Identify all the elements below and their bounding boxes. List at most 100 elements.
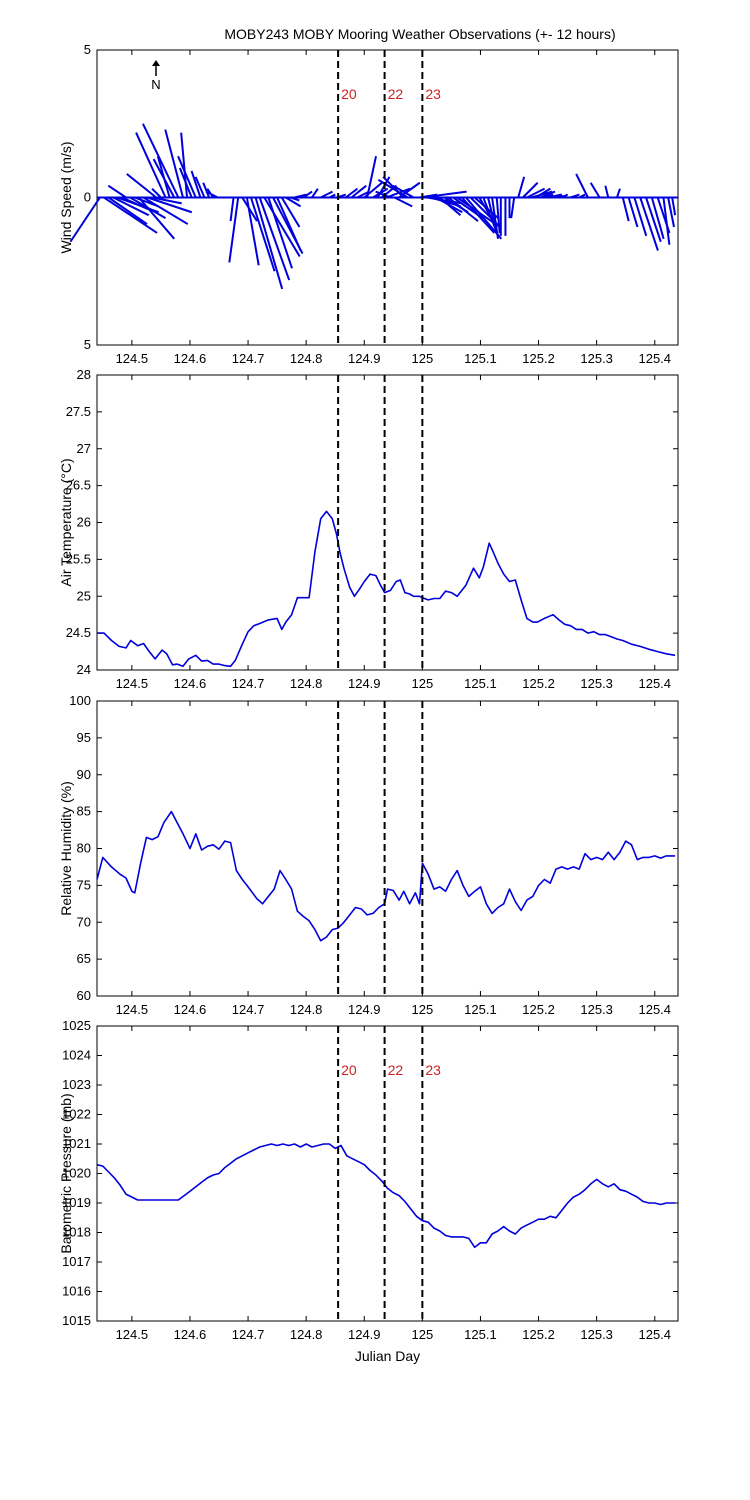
wind-stick <box>366 155 377 198</box>
chart-title: MOBY243 MOBY Mooring Weather Observation… <box>224 26 616 42</box>
north-label: N <box>151 77 160 92</box>
wind-stick <box>263 196 301 258</box>
wind-stick <box>633 197 648 237</box>
y-tick-label: 85 <box>77 804 91 819</box>
wind-stick <box>178 167 193 198</box>
wind-stick <box>280 196 301 228</box>
y-tick-label: 75 <box>77 877 91 892</box>
wind-stick <box>575 173 589 198</box>
wind-stick <box>578 193 586 199</box>
plot-frame <box>96 700 679 997</box>
y-tick-label: 1015 <box>62 1313 91 1328</box>
y-tick-label: 80 <box>77 841 91 856</box>
x-tick-label: 125.1 <box>464 1327 497 1342</box>
marker-label: 20 <box>341 1062 357 1078</box>
x-tick-label: 124.6 <box>174 1327 207 1342</box>
wind-stick <box>356 190 370 199</box>
x-tick-label: 125.4 <box>638 1327 671 1342</box>
y-tick-label: 24 <box>77 662 91 677</box>
x-tick-label: 125.2 <box>522 1327 555 1342</box>
wind-stick <box>589 182 601 199</box>
wind-stick <box>121 196 149 211</box>
y-tick-label: 25.5 <box>66 551 91 566</box>
y-tick-label: 26.5 <box>66 478 91 493</box>
wind-stick <box>164 129 184 198</box>
wind-stick <box>645 197 662 243</box>
y-tick-label: 27 <box>77 441 91 456</box>
wind-stick <box>447 196 479 222</box>
wind-stick <box>276 197 302 252</box>
y-tick-label: 27.5 <box>66 404 91 419</box>
x-tick-label: 124.5 <box>116 1327 149 1342</box>
plot-frame <box>96 374 679 671</box>
wind-stick <box>570 193 580 199</box>
x-tick-label: 125.2 <box>522 676 555 691</box>
wind-stick <box>290 196 300 202</box>
wind-stick <box>151 196 182 205</box>
wind-stick <box>112 196 150 217</box>
y-axis-label: Air Temperature (°C) <box>58 458 74 586</box>
wind-stick <box>177 155 197 198</box>
x-tick-label: 125.3 <box>580 1327 613 1342</box>
wind-stick <box>394 196 413 208</box>
wind-stick <box>392 184 415 199</box>
x-tick-label: 125 <box>412 351 434 366</box>
wind-stick <box>205 190 219 199</box>
x-tick-label: 124.5 <box>116 351 149 366</box>
x-tick-label: 125.3 <box>580 1002 613 1017</box>
y-tick-label: 5 <box>84 42 91 57</box>
x-tick-label: 125.3 <box>580 351 613 366</box>
wind-stick <box>180 132 189 198</box>
north-arrow-icon <box>152 60 160 66</box>
panel-barometric_pressure: 124.5 124.6 124.7 124.8 124.9 125 125.1 125.2 12… <box>58 1018 679 1342</box>
x-tick-label: 124.8 <box>290 676 323 691</box>
x-tick-label: 124.8 <box>290 1327 323 1342</box>
y-axis-label: Wind Speed (m/s) <box>58 141 74 253</box>
marker-label: 23 <box>425 86 441 102</box>
wind-stick <box>535 187 551 199</box>
x-tick-label: 125.1 <box>464 1002 497 1017</box>
y-tick-label: 1018 <box>62 1225 91 1240</box>
x-tick-label: 124.6 <box>174 351 207 366</box>
wind-stick <box>138 196 175 240</box>
wind-stick <box>250 197 276 272</box>
panel-air_temperature: 124.5 124.6 124.7 124.8 124.9 125 125.1 125.2 12… <box>58 367 679 691</box>
wind-stick <box>285 196 302 208</box>
wind-stick <box>662 197 671 245</box>
x-tick-label: 124.8 <box>290 1002 323 1017</box>
y-tick-label: 1021 <box>62 1136 91 1151</box>
wind-stick <box>422 190 467 199</box>
x-tick-label: 125.4 <box>638 351 671 366</box>
x-tick-label: 125 <box>412 1327 434 1342</box>
wind-stick <box>311 188 319 199</box>
wind-stick <box>258 197 291 281</box>
wind-stick <box>375 190 391 199</box>
y-tick-label: 1022 <box>62 1107 91 1122</box>
x-tick-label: 124.7 <box>232 676 265 691</box>
y-tick-label: 1016 <box>62 1284 91 1299</box>
wind-stick <box>254 197 284 290</box>
wind-stick <box>194 176 206 198</box>
y-tick-label: 65 <box>77 951 91 966</box>
y-tick-label: 1024 <box>62 1048 91 1063</box>
marker-label: 20 <box>341 86 357 102</box>
wind-stick <box>650 197 665 240</box>
wind-stick <box>328 193 336 199</box>
x-tick-label: 124.9 <box>348 1327 381 1342</box>
y-tick-label: 24.5 <box>66 625 91 640</box>
wind-stick <box>561 193 569 199</box>
wind-stick <box>604 185 610 198</box>
wind-stick <box>245 197 260 266</box>
x-tick-label: 125 <box>412 676 434 691</box>
wind-stick <box>151 187 162 199</box>
wind-stick <box>526 187 546 199</box>
series-line-barometric_pressure <box>96 1143 676 1249</box>
x-tick-label: 125.3 <box>580 676 613 691</box>
x-tick-label: 124.7 <box>232 1002 265 1017</box>
x-axis-label: Julian Day <box>355 1348 420 1364</box>
y-tick-label: 100 <box>69 693 91 708</box>
marker-label: 22 <box>388 1062 404 1078</box>
y-axis-label: Barometric Pressure (mb) <box>58 1093 74 1253</box>
wind-stick <box>108 196 148 225</box>
